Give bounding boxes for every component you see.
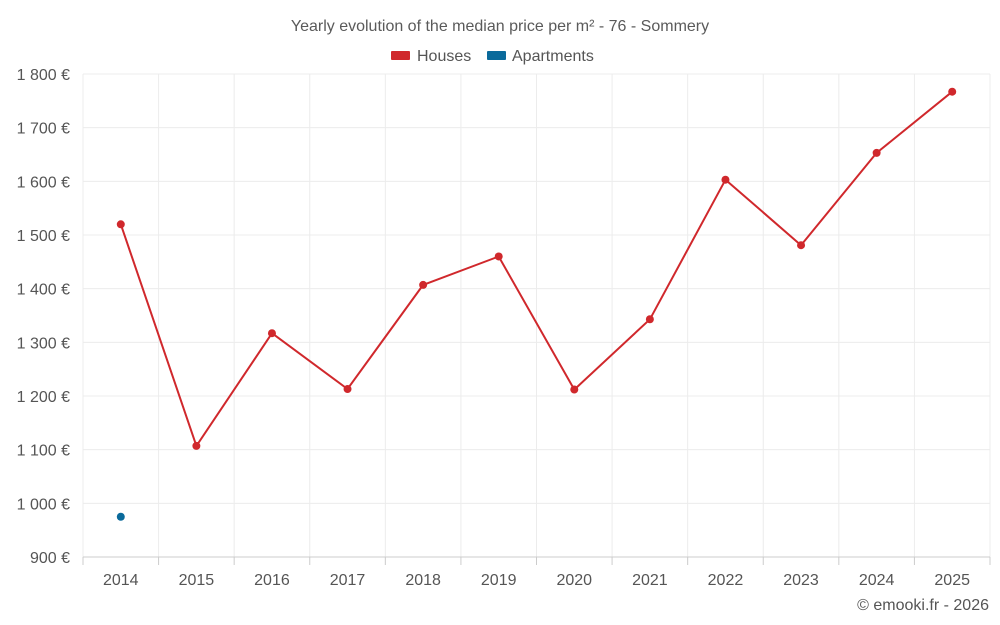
y-tick-label-1100: 1 100 € [17, 443, 70, 460]
legend-item-houses[interactable]: Houses [391, 48, 471, 65]
y-axis-tick-labels: 900 € 1 000 € 1 100 € 1 200 € 1 300 € 1 400 €… [17, 67, 70, 567]
x-tick-label-2021: 2021 [632, 572, 668, 589]
y-tick-label-1700: 1 700 € [17, 121, 70, 138]
data-point-houses-2024[interactable] [872, 148, 881, 157]
series-line-houses [119, 90, 953, 447]
data-point-houses-2022[interactable] [721, 175, 730, 184]
x-tick-label-2025: 2025 [934, 572, 970, 589]
x-axis-tick-labels: 2014 2015 2016 2017 2018 2019 2020 2021 2022 2023… [103, 572, 970, 589]
x-tick-label-2020: 2020 [556, 572, 592, 589]
legend-item-apartments[interactable]: Apartments [487, 48, 594, 65]
credit-text: © emooki.fr - 2026 [857, 597, 989, 614]
x-tick-label-2017: 2017 [330, 572, 366, 589]
y-tick-label-1600: 1 600 € [17, 174, 70, 191]
data-point-houses-2016[interactable] [267, 329, 276, 338]
x-tick-label-2024: 2024 [859, 572, 895, 589]
x-tick-label-2016: 2016 [254, 572, 290, 589]
x-tick-label-2023: 2023 [783, 572, 819, 589]
y-tick-label-1300: 1 300 € [17, 335, 70, 352]
y-tick-label-1000: 1 000 € [17, 496, 70, 513]
data-point-houses-2025[interactable] [948, 87, 957, 96]
y-tick-label-1200: 1 200 € [17, 389, 70, 406]
data-point-houses-2017[interactable] [343, 385, 352, 394]
y-tick-label-1500: 1 500 € [17, 228, 70, 245]
data-point-houses-2014[interactable] [116, 220, 125, 229]
axes [82, 556, 991, 565]
data-point-houses-2020[interactable] [570, 385, 579, 394]
y-tick-label-900: 900 € [30, 550, 70, 567]
legend-label-houses: Houses [417, 48, 471, 65]
data-point-houses-2023[interactable] [797, 241, 806, 250]
x-tick-label-2019: 2019 [481, 572, 517, 589]
grid [82, 73, 991, 557]
x-tick-label-2022: 2022 [708, 572, 744, 589]
data-point-apartments-2014[interactable] [116, 512, 125, 521]
legend-label-apartments: Apartments [512, 48, 594, 65]
data-point-houses-2015[interactable] [192, 441, 201, 450]
legend[interactable]: Houses Apartments [391, 48, 594, 65]
data-point-houses-2021[interactable] [645, 315, 654, 324]
chart-title: Yearly evolution of the median price per… [291, 18, 709, 35]
legend-swatch-houses [391, 51, 410, 60]
x-tick-label-2014: 2014 [103, 572, 139, 589]
legend-swatch-apartments [487, 51, 506, 60]
data-point-houses-2019[interactable] [494, 252, 503, 261]
series [116, 87, 957, 521]
x-tick-label-2018: 2018 [405, 572, 441, 589]
x-tick-label-2015: 2015 [179, 572, 215, 589]
y-tick-label-1400: 1 400 € [17, 282, 70, 299]
data-point-houses-2018[interactable] [419, 280, 428, 289]
y-tick-label-1800: 1 800 € [17, 67, 70, 84]
